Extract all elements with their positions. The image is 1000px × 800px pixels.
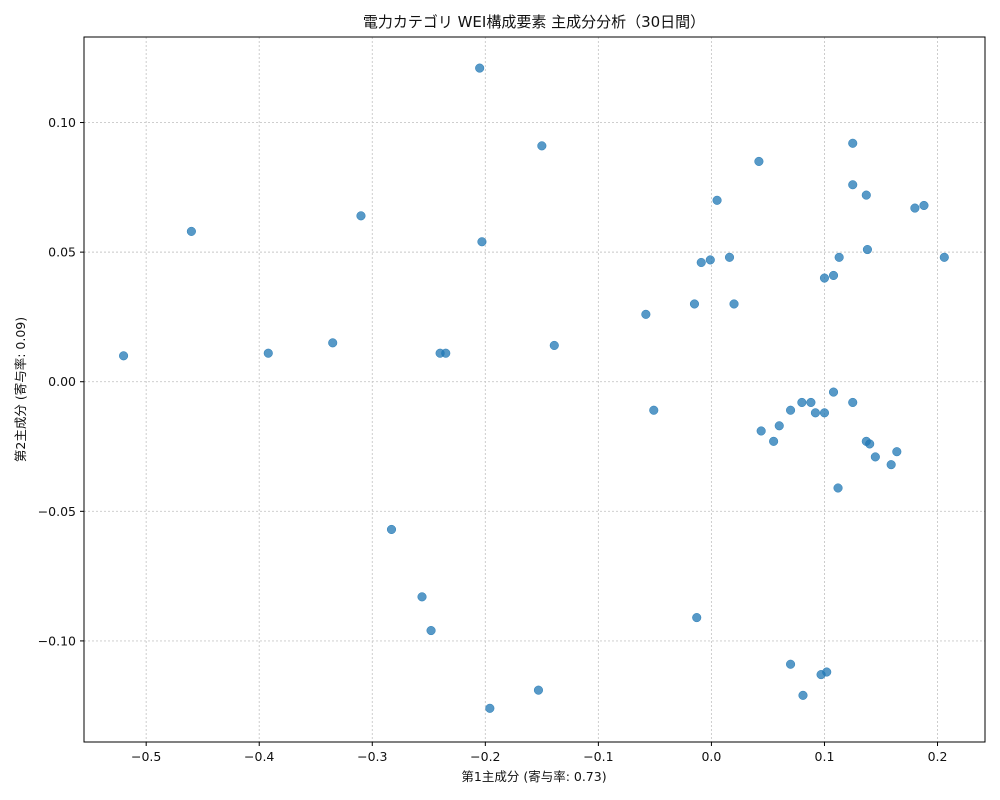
scatter-point	[705, 255, 715, 265]
scatter-point	[641, 309, 651, 319]
scatter-point	[870, 452, 880, 462]
scatter-point	[810, 408, 820, 418]
scatter-point	[441, 348, 451, 358]
x-tick-label: 0.2	[928, 749, 948, 764]
scatter-point	[910, 203, 920, 213]
scatter-point	[729, 299, 739, 309]
data-points	[119, 63, 949, 713]
scatter-point	[848, 180, 858, 190]
x-axis-label: 第1主成分 (寄与率: 0.73)	[461, 769, 606, 784]
scatter-point	[477, 237, 487, 247]
scatter-point	[797, 397, 807, 408]
scatter-point	[848, 138, 858, 148]
scatter-point	[769, 436, 779, 446]
scatter-point	[828, 270, 839, 281]
scatter-point	[649, 405, 659, 415]
scatter-point	[417, 592, 427, 602]
scatter-point	[939, 252, 949, 262]
scatter-point	[754, 156, 764, 166]
y-axis-label: 第2主成分 (寄与率: 0.09)	[13, 317, 28, 462]
scatter-point	[537, 141, 547, 151]
scatter-point	[475, 63, 485, 73]
scatter-point	[263, 348, 273, 358]
scatter-point	[696, 257, 706, 268]
scatter-point	[833, 483, 843, 493]
scatter-point	[822, 667, 832, 677]
y-tick-label: −0.05	[38, 504, 76, 519]
x-tick-label: −0.2	[470, 749, 500, 764]
grid-lines	[84, 37, 985, 742]
scatter-point	[798, 690, 808, 700]
y-tick-label: −0.10	[38, 633, 76, 648]
scatter-point	[865, 439, 875, 449]
chart-title: 電力カテゴリ WEI構成要素 主成分分析（30日間）	[363, 13, 705, 31]
scatter-point	[692, 613, 702, 623]
scatter-point	[828, 387, 839, 397]
scatter-point	[919, 200, 929, 211]
y-tick-label: 0.10	[48, 115, 76, 130]
scatter-point	[819, 408, 830, 418]
scatter-point	[892, 447, 902, 457]
axis-ticks: −0.5 −0.4 −0.3 −0.2 −0.1 0.0 0.1 0.2 −0.10 −0.05 0…	[38, 115, 948, 764]
scatter-point	[485, 703, 495, 713]
x-tick-label: −0.4	[244, 749, 274, 764]
scatter-point	[119, 351, 129, 361]
scatter-point	[356, 211, 366, 221]
scatter-point	[549, 340, 559, 350]
x-tick-label: −0.5	[131, 749, 161, 764]
scatter-point	[328, 338, 338, 348]
scatter-point	[533, 685, 544, 695]
scatter-point	[426, 625, 436, 636]
x-tick-label: 0.1	[815, 749, 835, 764]
scatter-point	[806, 397, 816, 408]
scatter-point	[689, 299, 700, 309]
y-tick-label: 0.05	[48, 245, 76, 260]
y-tick-label: 0.00	[48, 374, 76, 389]
scatter-point	[861, 190, 871, 200]
scatter-point	[786, 405, 796, 415]
scatter-point	[862, 244, 872, 255]
plot-frame	[83, 36, 986, 743]
x-tick-label: −0.3	[357, 749, 387, 764]
scatter-point	[724, 252, 735, 262]
x-tick-label: 0.0	[701, 749, 721, 764]
scatter-point	[886, 460, 896, 470]
x-tick-label: −0.1	[583, 749, 613, 764]
scatter-point	[774, 421, 784, 431]
scatter-point	[712, 195, 722, 205]
scatter-point	[819, 273, 830, 283]
scatter-point	[786, 659, 796, 669]
scatter-point	[186, 226, 196, 236]
scatter-point	[834, 252, 844, 262]
scatter-point	[756, 426, 766, 436]
scatter-point	[848, 397, 858, 408]
scatter-point	[386, 524, 397, 535]
